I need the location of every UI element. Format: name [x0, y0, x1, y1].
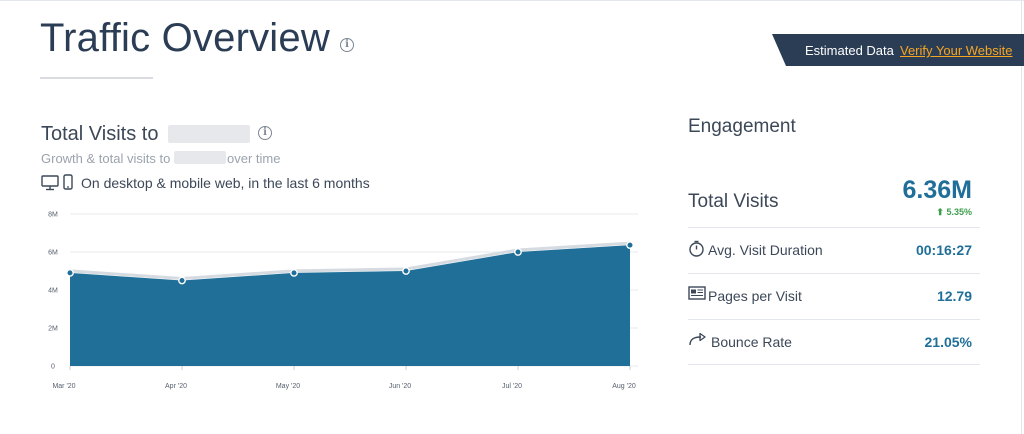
x-tick-label: Jun '20: [389, 383, 411, 390]
metric-label: Bounce Rate: [711, 334, 792, 350]
metric-row-visit-duration: Avg. Visit Duration 00:16:27: [688, 227, 980, 273]
visits-subtitle-suffix: over time: [227, 151, 281, 166]
metric-label: Avg. Visit Duration: [708, 242, 823, 258]
bounce-arrow-icon: [689, 332, 706, 346]
x-tick-label: Apr '20: [165, 383, 187, 390]
data-point: [66, 269, 74, 277]
redacted-domain-small: [174, 151, 226, 164]
visits-subtitle-prefix: Growth & total visits to: [41, 151, 171, 166]
redacted-domain: [168, 125, 250, 143]
title-underline: [40, 77, 153, 79]
x-tick-label: Mar '20: [52, 383, 75, 390]
metric-value: 00:16:27: [915, 242, 972, 258]
estimated-data-label: Estimated Data: [805, 43, 894, 58]
data-point: [290, 269, 298, 277]
y-tick-label: 4M: [48, 288, 58, 295]
top-border: [0, 0, 1024, 1]
total-visits-change-value: 5.35%: [946, 207, 972, 217]
x-tick-label: Jul '20: [502, 383, 522, 390]
metric-value: 21.05%: [924, 334, 972, 350]
verify-website-link[interactable]: Verify Your Website: [900, 43, 1013, 58]
area-fill: [70, 245, 630, 366]
x-tick-label: Aug '20: [612, 383, 636, 390]
pages-icon: [688, 286, 706, 300]
y-tick-label: 8M: [48, 212, 58, 219]
data-point: [626, 241, 634, 250]
y-tick-label: 6M: [48, 250, 58, 257]
total-visits-title: Total Visits to: [41, 123, 159, 145]
mobile-icon: [63, 174, 73, 190]
info-icon[interactable]: i: [258, 126, 272, 140]
data-point: [402, 267, 410, 275]
y-tick-label: 2M: [48, 326, 58, 333]
metric-row-bounce-rate: Bounce Rate 21.05%: [688, 319, 980, 365]
series-line: [69, 241, 631, 281]
info-icon[interactable]: i: [340, 38, 354, 52]
y-tick-label: 0: [51, 364, 55, 371]
metric-divider: [688, 364, 980, 365]
engagement-title: Engagement: [688, 116, 796, 137]
page-title: Traffic Overview: [40, 16, 330, 60]
metric-label: Pages per Visit: [708, 288, 802, 304]
metric-row-pages-per-visit: Pages per Visit 12.79: [688, 273, 980, 319]
device-scope-text: On desktop & mobile web, in the last 6 m…: [81, 175, 370, 191]
stopwatch-icon: [689, 240, 704, 257]
total-visits-change: ⬆︎ 5.35%: [936, 207, 972, 218]
trend-up-icon: ⬆︎: [936, 207, 944, 217]
estimated-data-banner: [772, 34, 1024, 66]
data-point: [178, 276, 186, 285]
total-visits-value: 6.36M: [902, 176, 972, 204]
right-border: [1021, 0, 1022, 434]
visits-area-chart: 0 2M 4M 6M 8M Mar '20 Apr '20 May '20 Jun '20 Jul…: [48, 212, 638, 390]
metric-value: 12.79: [936, 288, 972, 304]
total-visits-label: Total Visits: [688, 191, 779, 212]
data-point: [514, 248, 522, 256]
desktop-icon: [41, 175, 59, 191]
x-tick-label: May '20: [276, 383, 300, 390]
